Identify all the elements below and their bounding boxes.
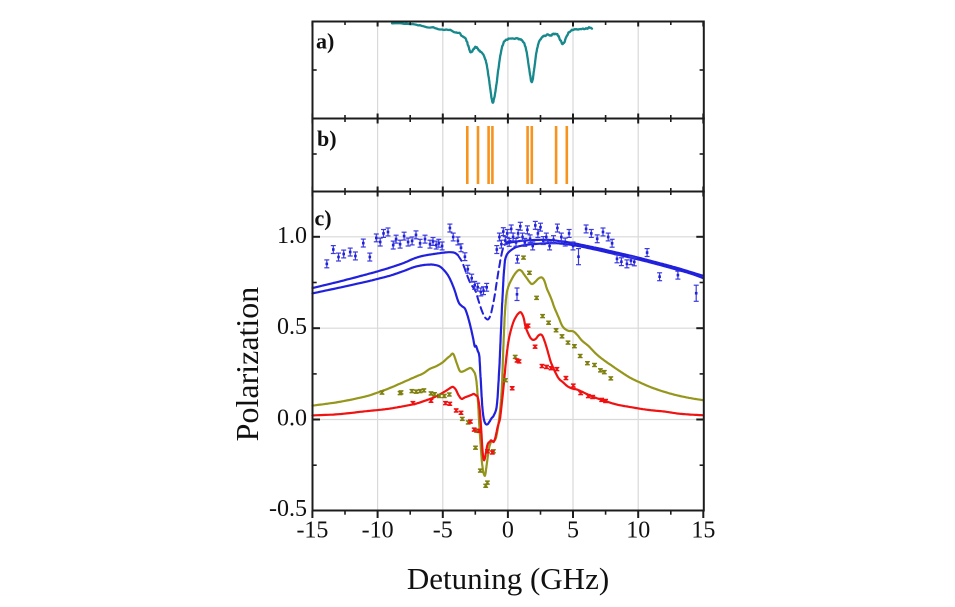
svg-text:5: 5 — [567, 518, 579, 544]
svg-text:c): c) — [315, 206, 332, 231]
svg-text:-15: -15 — [296, 518, 328, 544]
svg-text:15: 15 — [691, 518, 715, 544]
svg-text:b): b) — [317, 126, 337, 151]
svg-text:-0.5: -0.5 — [269, 496, 307, 522]
svg-text:-5: -5 — [433, 518, 453, 544]
svg-text:a): a) — [316, 29, 334, 54]
svg-text:0.5: 0.5 — [277, 314, 307, 340]
svg-text:Polarization: Polarization — [229, 287, 265, 442]
svg-text:1.0: 1.0 — [277, 223, 307, 249]
svg-text:0.0: 0.0 — [277, 406, 307, 432]
svg-text:-10: -10 — [362, 518, 394, 544]
svg-text:10: 10 — [626, 518, 650, 544]
svg-text:0: 0 — [502, 518, 514, 544]
svg-text:Detuning (GHz): Detuning (GHz) — [407, 561, 609, 596]
